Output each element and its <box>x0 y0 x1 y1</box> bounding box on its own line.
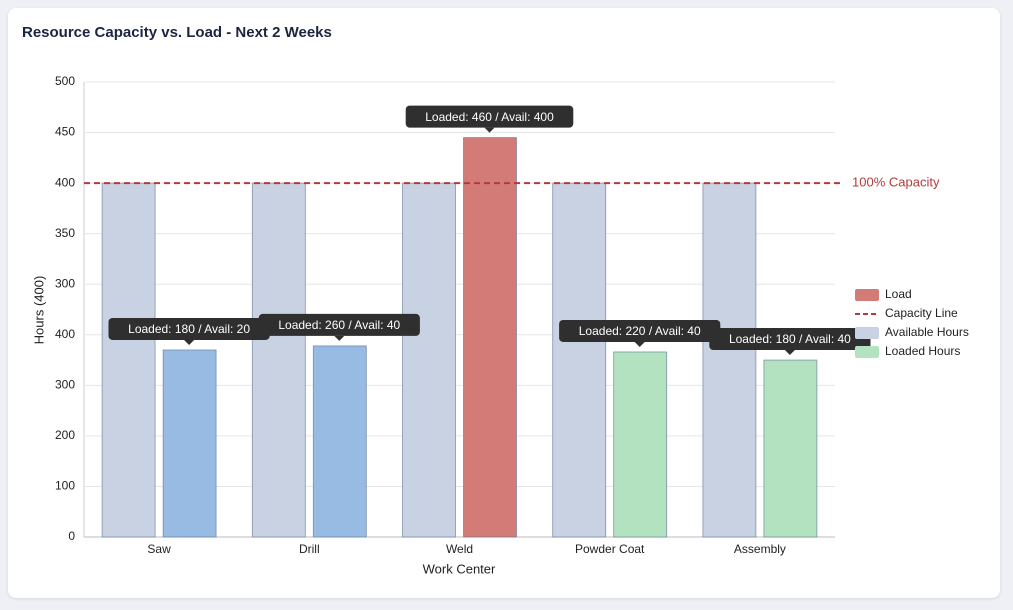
tooltip-box <box>405 105 574 128</box>
tooltip-text: Loaded: 260 / Avail: 40 <box>278 318 400 332</box>
y-tick-label: 350 <box>55 226 75 240</box>
x-axis-label: Work Center <box>423 561 496 576</box>
chart-title: Resource Capacity vs. Load - Next 2 Week… <box>22 24 332 41</box>
legend-label: Available Hours <box>885 325 969 339</box>
legend-swatch <box>855 327 879 339</box>
y-tick-label: 100 <box>55 479 75 493</box>
bar <box>613 351 668 538</box>
tooltip-arrow <box>784 350 795 356</box>
y-tick-label: 400 <box>55 327 75 341</box>
tooltip-box <box>559 319 721 342</box>
y-tick-label: 300 <box>55 276 75 290</box>
y-tick-label: 200 <box>55 428 75 442</box>
x-tick-label: Saw <box>147 542 171 556</box>
legend-label: Loaded Hours <box>885 344 960 358</box>
y-tick-label: 450 <box>55 125 75 139</box>
tooltip-arrow <box>334 335 345 341</box>
y-tick-label: 0 <box>68 529 75 543</box>
x-tick-label: Powder Coat <box>575 542 645 556</box>
legend-swatch <box>855 346 879 358</box>
bar <box>702 182 757 538</box>
tooltip-text: Loaded: 460 / Avail: 400 <box>425 110 554 124</box>
bar <box>162 349 217 538</box>
y-tick-label: 400 <box>55 175 75 189</box>
legend-label: Load <box>885 287 912 301</box>
bar <box>763 359 818 538</box>
y-tick-label: 500 <box>55 74 75 88</box>
bar <box>463 137 517 538</box>
bar <box>312 345 367 538</box>
bar <box>101 182 156 538</box>
tooltip-text: Loaded: 180 / Avail: 20 <box>128 322 250 336</box>
x-tick-label: Assembly <box>734 542 786 556</box>
legend-label: Capacity Line <box>885 306 958 320</box>
tooltip-arrow <box>184 339 195 345</box>
tooltip-box <box>709 328 871 351</box>
x-tick-label: Drill <box>299 542 320 556</box>
y-tick-label: 300 <box>55 378 75 392</box>
bar <box>251 182 306 538</box>
bar <box>402 182 456 538</box>
bar <box>552 182 607 538</box>
tooltip-box <box>258 313 420 336</box>
x-tick-label: Weld <box>446 542 473 556</box>
capacity-label: 100% Capacity <box>852 175 940 190</box>
tooltip-arrow <box>484 127 495 133</box>
tooltip-box <box>108 317 270 340</box>
y-axis-label: Hours (400) <box>31 276 46 345</box>
legend-swatch <box>855 289 879 301</box>
tooltip-arrow <box>634 341 645 347</box>
tooltip-text: Loaded: 220 / Avail: 40 <box>579 324 701 338</box>
tooltip-text: Loaded: 180 / Avail: 40 <box>729 332 851 346</box>
